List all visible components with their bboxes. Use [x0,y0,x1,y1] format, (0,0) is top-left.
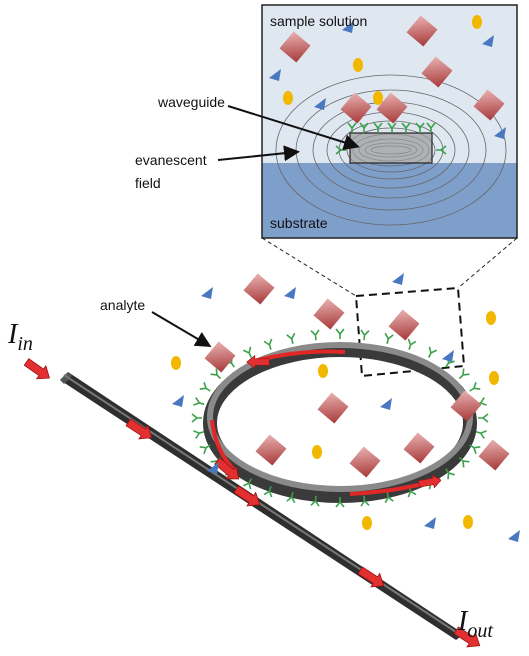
antibody [478,414,488,422]
inset-top-label: sample solution [270,13,367,29]
output-label: Iout [457,606,493,642]
antibody [383,333,393,344]
analyte-arrow [152,312,208,345]
antibody [468,382,481,394]
antibody [200,382,213,394]
zoom-lines [262,238,517,296]
antibody [311,330,320,341]
antibody [192,414,202,422]
bus-waveguide [60,372,464,640]
inset-bottom-label: substrate [270,215,328,231]
waveguide-core [350,133,432,163]
evanescent-label: evanescent [135,152,207,168]
ring-resonator [192,329,488,507]
diagram: sample solution substrate waveguide evan… [0,0,529,656]
antibody [193,398,205,409]
antibody [264,339,275,351]
antibody [360,330,369,341]
analyte-label: analyte [100,297,145,313]
output-subscript: out [467,620,493,642]
antibody [336,329,344,339]
input-label: Iin [7,319,33,355]
input-subscript: in [17,333,33,355]
inset: sample solution substrate [262,5,517,238]
page: {"inset": {"top_label": "sample solution… [0,0,529,656]
antibody [287,333,297,344]
antibody [405,339,416,351]
antibody [425,347,437,359]
evanescent-label: field [135,175,161,191]
antibody [457,369,470,382]
waveguide-label: waveguide [157,94,225,110]
